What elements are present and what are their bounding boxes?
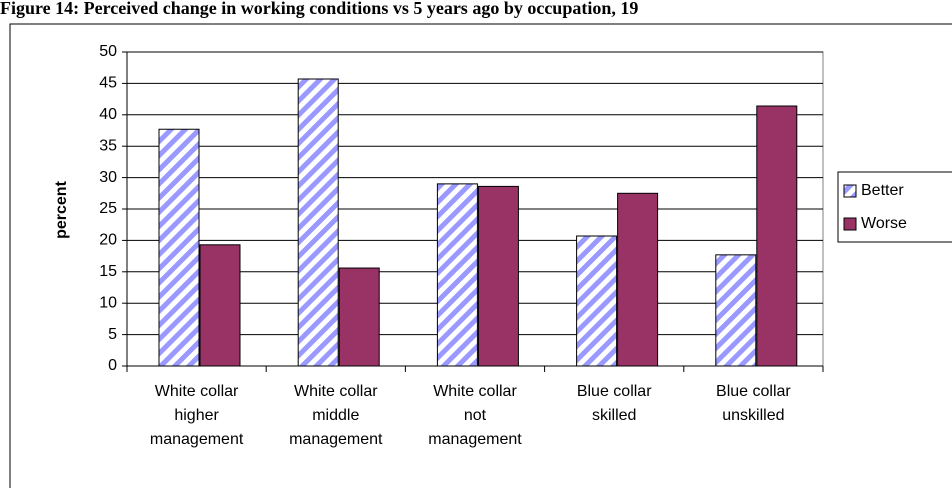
y-tick-label: 35 bbox=[99, 137, 117, 154]
bar bbox=[617, 192, 659, 367]
bar bbox=[436, 183, 478, 367]
y-tick-label: 30 bbox=[99, 169, 117, 186]
x-tick-label: Blue collar unskilled bbox=[716, 383, 791, 424]
legend-label: Worse bbox=[861, 215, 907, 232]
bar bbox=[338, 267, 380, 367]
legend-box bbox=[837, 171, 952, 243]
bar bbox=[715, 254, 757, 367]
y-tick-label: 0 bbox=[108, 357, 117, 374]
y-tick-label: 15 bbox=[99, 263, 117, 280]
bar bbox=[199, 244, 241, 367]
y-tick-label: 5 bbox=[108, 326, 117, 343]
bar bbox=[576, 235, 618, 367]
y-axis-title: percent bbox=[53, 180, 70, 238]
y-tick-label: 45 bbox=[99, 75, 117, 92]
chart-title: Figure 14: Perceived change in working c… bbox=[0, 0, 638, 18]
bar bbox=[477, 185, 519, 367]
x-tick-label: White collar higher management bbox=[149, 383, 244, 448]
y-tick-label: 40 bbox=[99, 106, 117, 123]
y-tick-label: 20 bbox=[99, 232, 117, 249]
x-tick-label: Blue collar skilled bbox=[576, 383, 652, 424]
y-tick-label: 25 bbox=[99, 200, 117, 217]
legend-label: Better bbox=[861, 182, 904, 199]
legend-swatch bbox=[843, 217, 857, 231]
bar bbox=[756, 105, 798, 367]
bar bbox=[297, 78, 339, 367]
legend-swatch bbox=[843, 184, 857, 198]
chart-frame bbox=[9, 23, 952, 488]
x-tick-label: White collar not management bbox=[428, 383, 522, 448]
y-tick-label: 10 bbox=[99, 294, 117, 311]
y-tick-label: 50 bbox=[99, 43, 117, 60]
bar bbox=[158, 128, 200, 367]
x-tick-label: White collar middle management bbox=[289, 383, 383, 448]
